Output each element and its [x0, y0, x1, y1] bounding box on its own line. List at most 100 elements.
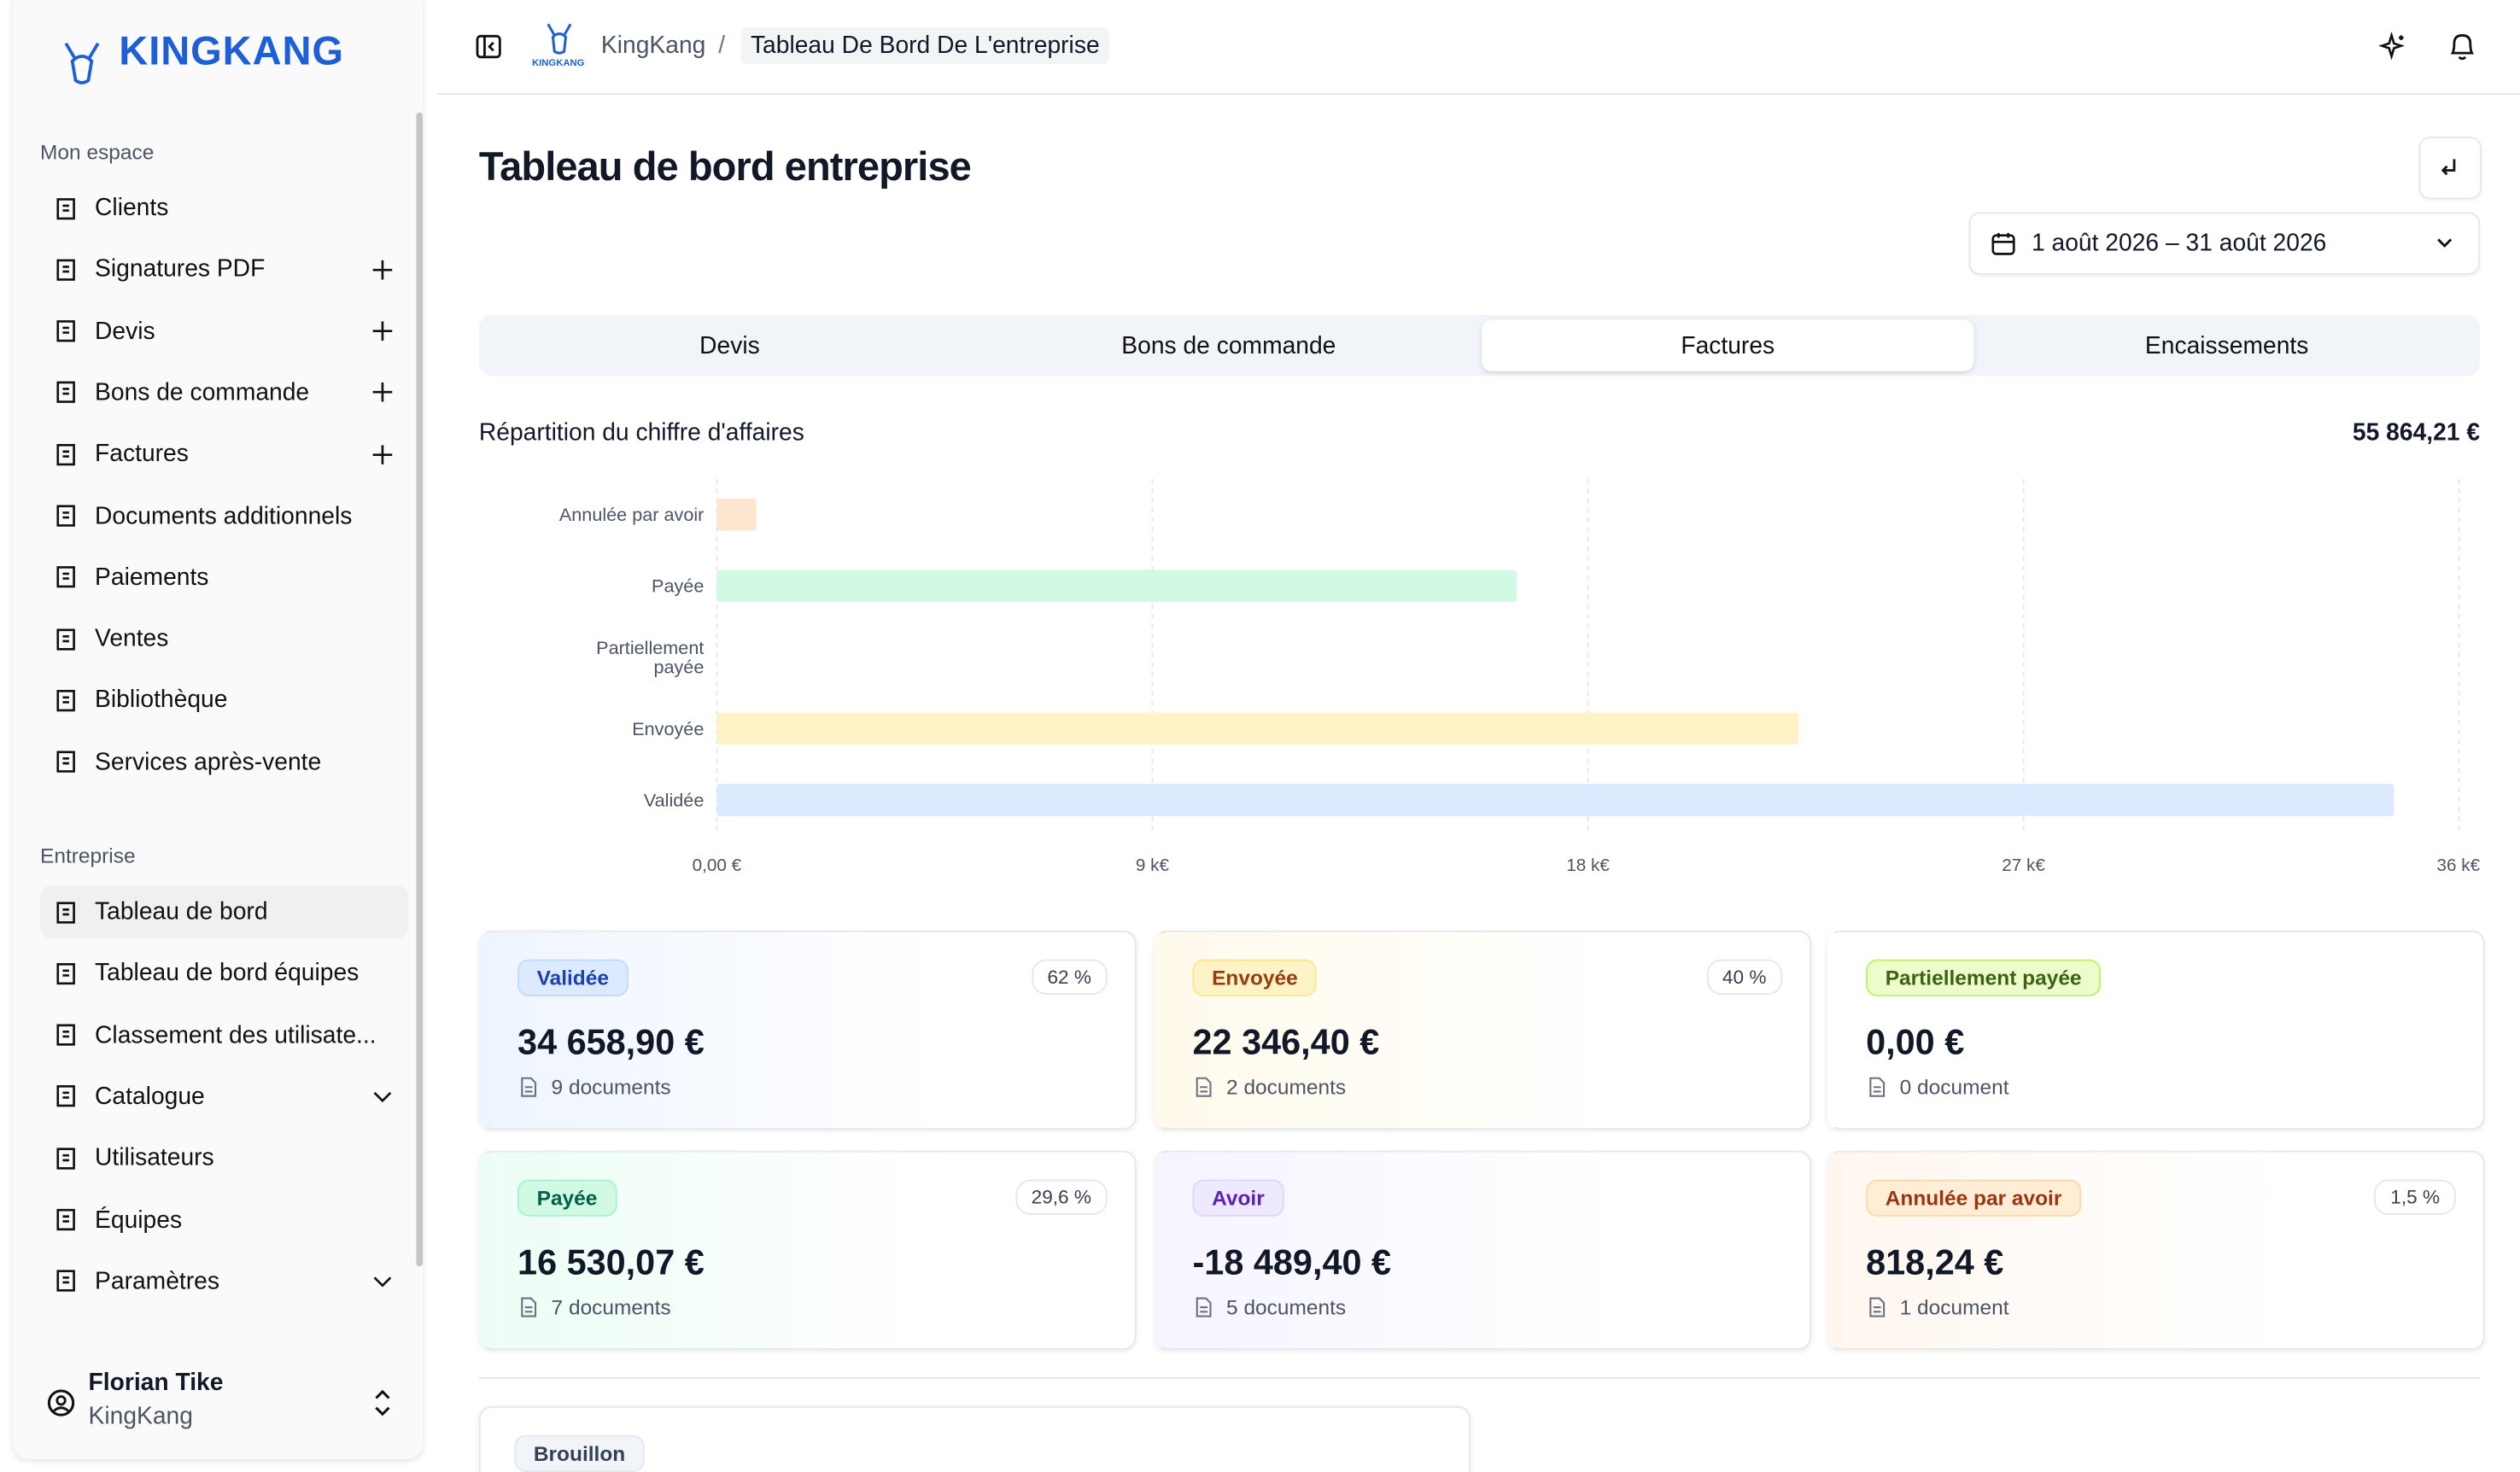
documents-count: 5 documents: [1226, 1294, 1347, 1320]
nav-item[interactable]: Devis: [40, 305, 408, 358]
user-icon: [47, 1389, 75, 1417]
amount: 34 658,90 €: [517, 1022, 705, 1063]
dropdown-chevron: [2437, 238, 2453, 248]
bar-chart: 0,00 € 9 k€ 18 k€ 27 k€ 36 k€ Annulée par avo…: [559, 478, 2481, 875]
sparkle-button[interactable]: [2378, 32, 2408, 61]
bar: [716, 784, 2394, 816]
status-card: Payée 29,6 % 16 530,07 € 7 documents: [478, 1150, 1137, 1350]
nav-item[interactable]: Paramètres: [40, 1255, 408, 1308]
status-card: Annulée par avoir 1,5 % 818,24 € 1 document: [1827, 1150, 2485, 1350]
nav-item[interactable]: Services après-vente: [40, 735, 408, 788]
nav-label: Ventes: [95, 625, 169, 653]
nav-icon: [56, 751, 75, 774]
nav-item[interactable]: Clients: [40, 182, 408, 235]
add-icon: [372, 444, 393, 464]
tab[interactable]: Encaissements: [2144, 331, 2309, 359]
nav-item[interactable]: Utilisateurs: [40, 1131, 408, 1184]
nav-icon-path: [56, 382, 75, 404]
export-button[interactable]: [2418, 136, 2482, 200]
nav-icon-path: [56, 505, 75, 527]
add-icon-path: [372, 260, 393, 280]
sidebar-toggle[interactable]: [476, 34, 501, 60]
separator: [478, 1376, 2481, 1379]
nav-item[interactable]: Équipes: [40, 1193, 408, 1246]
bar: [716, 712, 1798, 745]
chart-title: Répartition du chiffre d'affaires: [478, 419, 804, 447]
page-title: Tableau de bord entreprise: [478, 144, 972, 190]
nav-item[interactable]: Tableau de bord: [40, 885, 409, 939]
nav-icon: [56, 689, 75, 711]
doc-icon-path: [1196, 1297, 1212, 1317]
doc-icon-path: [521, 1297, 537, 1317]
nav-label: Classement des utilisate...: [95, 1021, 377, 1049]
nav-item[interactable]: Tableau de bord équipes: [40, 947, 408, 1000]
nav-item[interactable]: Bons de commande: [40, 366, 408, 419]
status-card: Validée 62 % 34 658,90 € 9 documents: [478, 930, 1137, 1130]
nav-label: Utilisateurs: [95, 1144, 214, 1172]
documents: 9 documents: [517, 1075, 671, 1099]
nav-label: Catalogue: [95, 1083, 205, 1111]
nav-icon: [56, 197, 75, 219]
nav-item[interactable]: Ventes: [40, 612, 408, 665]
nav-icon: [56, 1085, 75, 1107]
nav-item[interactable]: Paiements: [40, 551, 408, 604]
breadcrumb-current: Tableau De Bord De L'entreprise: [740, 26, 1109, 65]
user-menu[interactable]: Florian Tike KingKang: [42, 1370, 403, 1440]
date-range-picker[interactable]: 1 août 2026 – 31 août 2026: [1968, 212, 2481, 275]
nav-label: Factures: [95, 441, 189, 469]
y-tick-label: Annulée par avoir: [559, 504, 705, 525]
documents-count: 0 document: [1899, 1075, 2009, 1100]
nav-icon-path: [56, 320, 75, 342]
calendar-icon: [1991, 232, 2015, 255]
nav-icon: [56, 566, 75, 588]
doc-icon-path: [1196, 1077, 1212, 1097]
notifications-button[interactable]: [2447, 31, 2479, 63]
nav-item[interactable]: Bibliothèque: [40, 674, 408, 727]
status-badge: Payée: [517, 1179, 617, 1217]
documents-count: 7 documents: [551, 1294, 671, 1320]
percent-badge: 29,6 %: [1014, 1179, 1108, 1215]
nav-icon: [56, 1208, 75, 1231]
nav-label: Devis: [95, 317, 155, 345]
nav-item[interactable]: Catalogue: [40, 1070, 408, 1123]
nav-icon: [56, 382, 75, 404]
documents: 7 documents: [517, 1295, 671, 1319]
status-badge: Annulée par avoir: [1866, 1179, 2081, 1217]
nav-item[interactable]: Signatures PDF: [40, 243, 408, 296]
user-name: Florian Tike: [88, 1369, 224, 1397]
nav-icon-path: [56, 1270, 75, 1293]
status-badge: Validée: [517, 959, 629, 996]
nav-label: Signatures PDF: [95, 255, 266, 283]
nav-label: Bons de commande: [95, 378, 310, 406]
documents-count: 2 documents: [1226, 1075, 1347, 1100]
nav-icon-path: [56, 1024, 75, 1046]
nav-icon-path: [56, 443, 75, 465]
nav-item[interactable]: Classement des utilisate...: [40, 1008, 408, 1061]
documents: 1 document: [1866, 1295, 2009, 1319]
add-icon-path: [372, 321, 393, 342]
section-title: Mon espace: [40, 139, 155, 164]
nav-icon: [56, 1270, 75, 1293]
draft-card: Brouillon: [478, 1405, 1471, 1472]
doc-icon-path: [1869, 1297, 1886, 1317]
tab[interactable]: Devis: [699, 331, 760, 359]
doc-icon: [521, 1297, 537, 1317]
add-icon: [372, 383, 393, 403]
expand-icon: [373, 1092, 392, 1103]
nav-icon-path: [56, 901, 75, 923]
nav-item[interactable]: Documents additionnels: [40, 489, 408, 542]
tab[interactable]: Bons de commande: [1121, 331, 1336, 359]
brand: KINGKANG: [119, 28, 344, 74]
documents: 0 document: [1866, 1075, 2009, 1100]
doc-icon: [1869, 1297, 1886, 1317]
breadcrumb-item[interactable]: KingKang: [600, 32, 706, 60]
bar: [716, 570, 1517, 603]
header: KINGKANG KingKang / Tableau De Bord De L…: [436, 0, 2520, 96]
doc-icon-path: [1869, 1077, 1886, 1097]
nav-label: Paiements: [95, 564, 209, 592]
tab[interactable]: Factures: [1482, 319, 1974, 371]
documents: 5 documents: [1193, 1294, 1347, 1320]
nav-item[interactable]: Factures: [40, 428, 408, 481]
nav-icon: [56, 1147, 75, 1170]
add-icon-path: [372, 444, 393, 464]
